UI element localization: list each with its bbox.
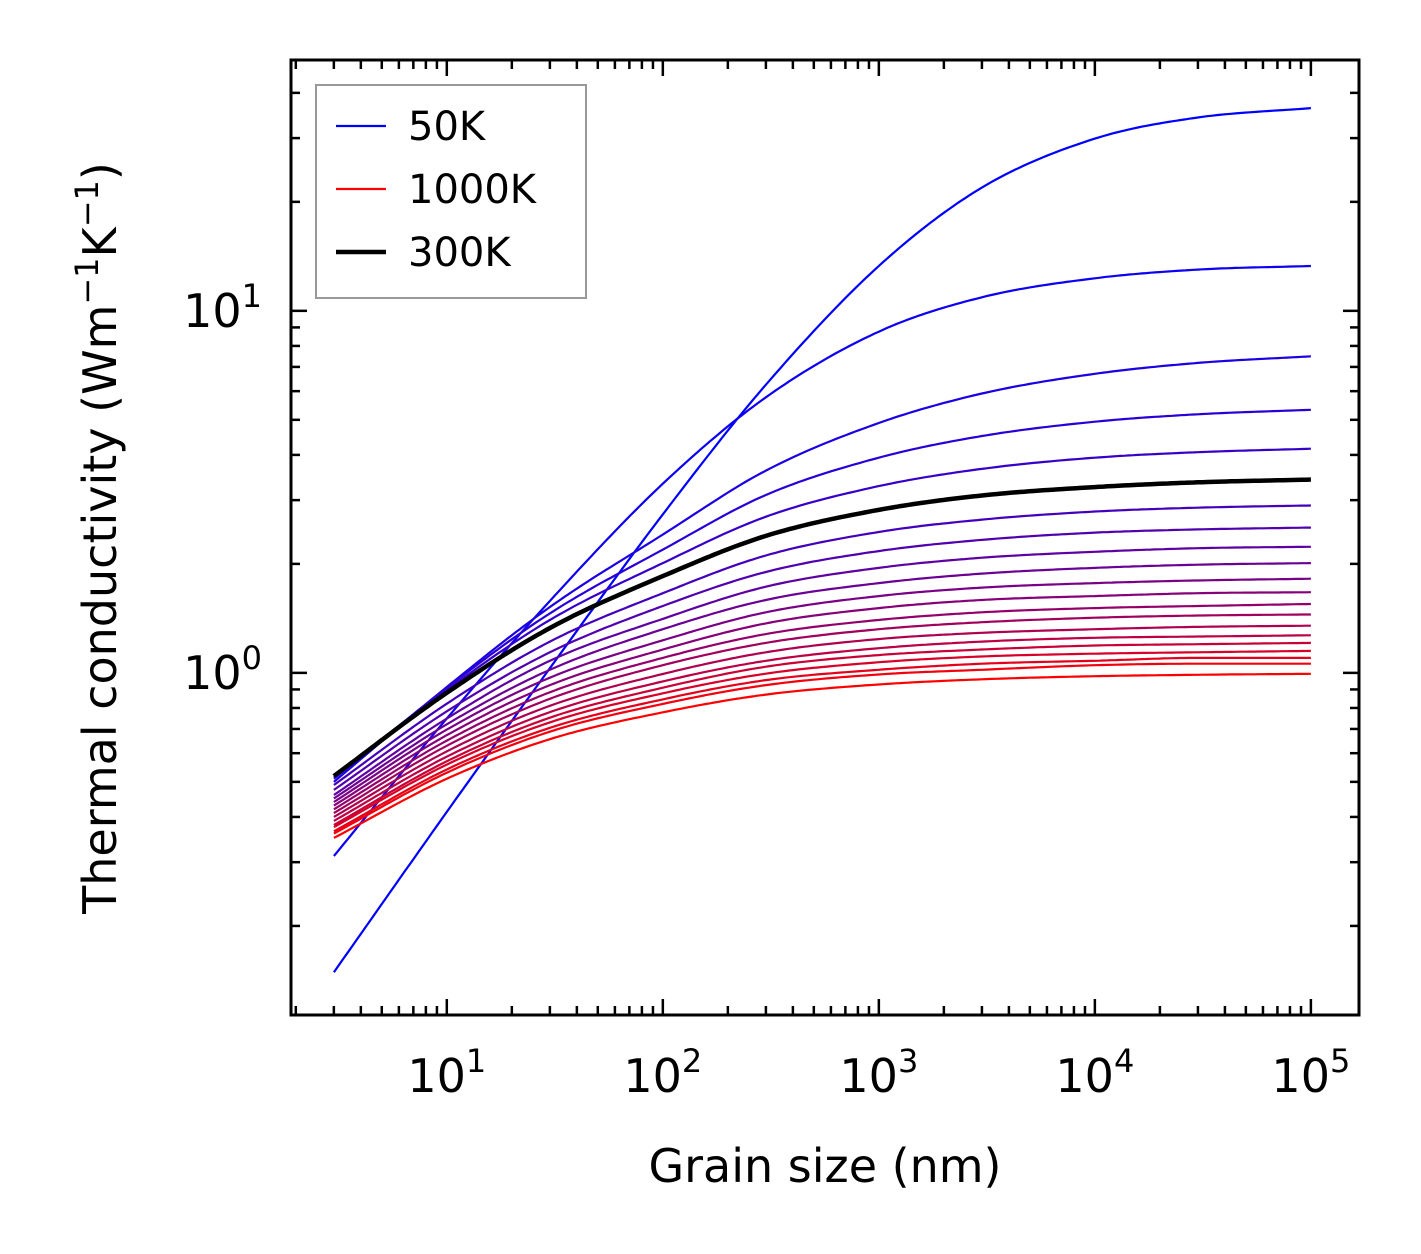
series-line-9 <box>333 562 1311 800</box>
legend-frame <box>315 84 587 299</box>
x-tick-label: 103 <box>839 1042 918 1103</box>
series-line-8 <box>333 545 1311 796</box>
legend-label: 50K <box>408 104 487 150</box>
series-line-16 <box>333 641 1311 826</box>
y-axis-label: Thermal conductivity (Wm−1K−1) <box>68 162 127 915</box>
series-line-14 <box>333 624 1311 818</box>
y-tick-labels: 100 101 <box>183 277 262 700</box>
series-line-17 <box>333 649 1311 829</box>
series-line-300k <box>332 477 1311 778</box>
series-line-3 <box>333 355 1311 783</box>
y-tick-label: 101 <box>183 277 262 338</box>
x-axis-label: Grain size (nm) <box>649 1139 1002 1193</box>
series-line-1 <box>332 107 1311 973</box>
x-tick-label: 102 <box>623 1042 702 1103</box>
x-tick-label: 105 <box>1271 1042 1350 1103</box>
legend-label: 1000K <box>408 167 538 213</box>
legend: 50K 1000K 300K <box>315 84 587 299</box>
series-line-20 <box>333 672 1311 839</box>
series-line-12 <box>333 602 1311 811</box>
curves <box>332 107 1311 973</box>
plot-frame <box>289 58 1361 1017</box>
x-tick-label: 101 <box>407 1042 486 1103</box>
series-line-11 <box>333 591 1311 807</box>
series-line-4 <box>333 408 1311 780</box>
series-line-5 <box>333 447 1311 779</box>
series-line-18 <box>333 656 1311 833</box>
x-tick-label: 104 <box>1055 1042 1134 1103</box>
y-tick-label: 100 <box>183 639 262 700</box>
series-line-13 <box>333 613 1311 815</box>
x-tick-labels: 101 102 103 104 105 <box>407 1042 1350 1103</box>
series-line-6 <box>333 504 1311 786</box>
series-line-15 <box>333 634 1311 822</box>
series-line-19 <box>333 662 1311 835</box>
series-line-7 <box>333 526 1311 791</box>
legend-label: 300K <box>408 230 512 276</box>
series-line-10 <box>333 577 1311 803</box>
